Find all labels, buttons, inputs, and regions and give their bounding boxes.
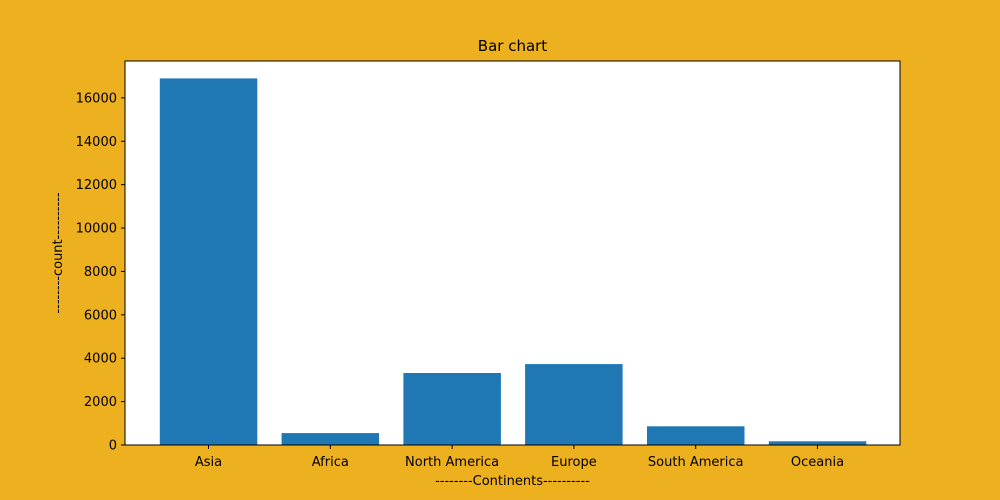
bar-asia (159, 78, 258, 446)
y-tick-label: 16000 (76, 91, 117, 106)
bar-europe (525, 364, 623, 445)
plot-frame (124, 60, 901, 446)
y-tick-label: 14000 (76, 135, 117, 150)
y-tick-label: 8000 (84, 265, 117, 280)
x-tick-label: Europe (551, 455, 597, 470)
x-tick-label: South America (648, 455, 744, 470)
x-tick-label: North America (405, 455, 499, 470)
bar-north-america (403, 373, 501, 445)
y-tick-label: 4000 (84, 352, 117, 367)
y-axis-label: --------count---------- (51, 192, 66, 313)
bar-south-america (647, 426, 745, 445)
y-tick-label: 0 (109, 439, 117, 454)
bar-oceania (768, 441, 867, 445)
y-axis-ticks: 0 2000 4000 6000 8000 10000 12000 14000 16000 (76, 91, 125, 454)
y-tick-label: 12000 (76, 178, 117, 193)
x-tick-label: Oceania (791, 455, 844, 470)
x-tick-label: Africa (312, 455, 349, 470)
y-tick-label: 10000 (76, 222, 117, 237)
y-tick-label: 6000 (84, 308, 117, 323)
x-tick-label: Asia (195, 455, 222, 470)
y-tick-label: 2000 (84, 395, 117, 410)
x-axis-ticks: Asia Africa North America Europe South Ameri… (195, 445, 844, 470)
chart-title: Bar chart (478, 37, 548, 55)
bars-group (159, 78, 867, 446)
x-axis-label: --------Continents---------- (435, 474, 590, 489)
bar-africa (281, 433, 380, 445)
